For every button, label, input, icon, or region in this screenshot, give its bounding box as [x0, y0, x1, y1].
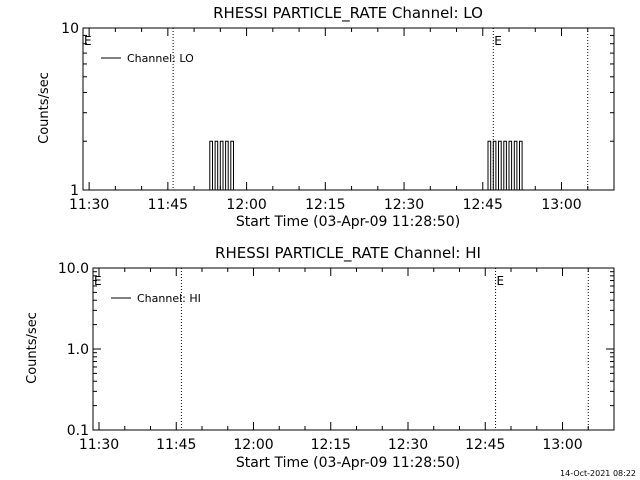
x-tick-label: 12:15	[305, 197, 345, 213]
legend-label: Channel: LO	[127, 52, 194, 65]
x-tick-label: 11:45	[156, 437, 196, 453]
y-tick-label: 0.1	[67, 423, 89, 439]
x-tick-label: 12:00	[233, 437, 273, 453]
x-tick-label: 13:00	[542, 437, 582, 453]
x-tick-label: 12:30	[388, 437, 428, 453]
hi-channel-panel: RHESSI PARTICLE_RATE Channel: HI Start T…	[25, 244, 615, 471]
x-tick-label: 11:30	[79, 437, 119, 453]
y-axis-label: Counts/sec	[37, 72, 52, 144]
x-tick-label: 13:00	[541, 197, 581, 213]
x-tick-label: 12:00	[226, 197, 266, 213]
plot-timestamp: 14-Oct-2021 08:22	[560, 469, 636, 478]
chart-title: RHESSI PARTICLE_RATE Channel: HI	[215, 244, 481, 263]
series-line	[209, 140, 523, 191]
edge-marker-label: E	[84, 34, 92, 48]
y-tick-label: 10	[61, 21, 79, 37]
y-axis-label: Counts/sec	[25, 312, 40, 384]
x-tick-label: 11:30	[69, 197, 109, 213]
event-marker-label: E	[494, 34, 502, 48]
lo-channel-panel: RHESSI PARTICLE_RATE Channel: LO Start T…	[37, 4, 615, 230]
x-axis-label: Start Time (03-Apr-09 11:28:50)	[236, 214, 460, 230]
edge-marker-label: E	[94, 274, 102, 288]
event-marker-label: E	[497, 274, 505, 288]
legend-label: Channel: HI	[137, 292, 201, 305]
x-axis-label: Start Time (03-Apr-09 11:28:50)	[236, 455, 460, 471]
x-tick-label: 12:45	[465, 437, 505, 453]
x-tick-label: 12:15	[311, 437, 351, 453]
x-tick-label: 12:30	[384, 197, 424, 213]
chart-title: RHESSI PARTICLE_RATE Channel: LO	[213, 4, 483, 23]
y-tick-label: 1.0	[67, 342, 89, 358]
y-tick-label: 1	[70, 183, 79, 199]
y-tick-label: 10.0	[58, 261, 89, 277]
x-tick-label: 12:45	[463, 197, 503, 213]
x-tick-label: 11:45	[148, 197, 188, 213]
